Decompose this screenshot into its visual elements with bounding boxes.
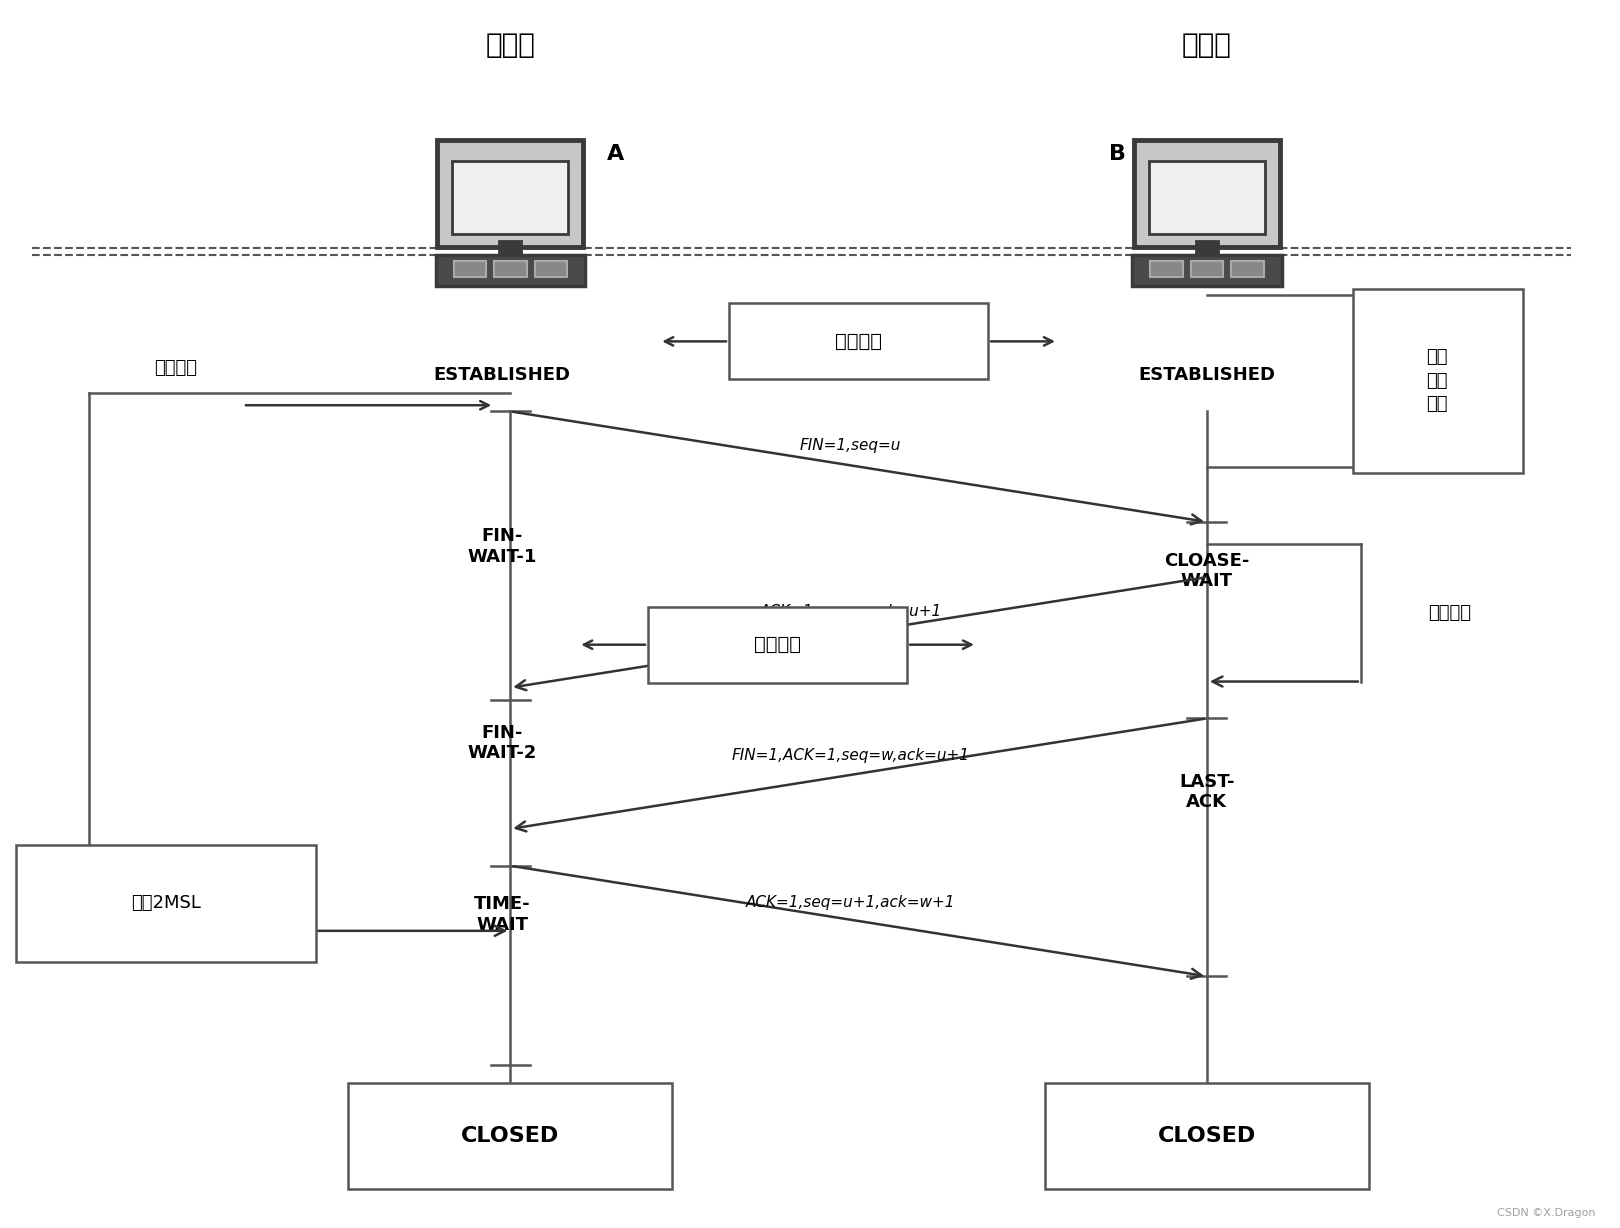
Text: 数据传送: 数据传送 bbox=[834, 332, 883, 351]
FancyBboxPatch shape bbox=[1231, 260, 1264, 276]
FancyBboxPatch shape bbox=[1353, 289, 1523, 473]
Text: LAST-
ACK: LAST- ACK bbox=[1179, 772, 1234, 812]
FancyBboxPatch shape bbox=[1191, 260, 1223, 276]
FancyBboxPatch shape bbox=[535, 260, 567, 276]
FancyBboxPatch shape bbox=[1134, 140, 1280, 247]
Text: 服务端: 服务端 bbox=[1183, 32, 1231, 59]
Text: CLOSED: CLOSED bbox=[462, 1126, 559, 1146]
Text: FIN-
WAIT-1: FIN- WAIT-1 bbox=[468, 527, 536, 566]
FancyBboxPatch shape bbox=[1196, 241, 1218, 259]
Text: 通知
应用
进程: 通知 应用 进程 bbox=[1426, 348, 1448, 414]
FancyBboxPatch shape bbox=[1150, 260, 1183, 276]
FancyBboxPatch shape bbox=[729, 303, 988, 379]
Text: FIN=1,seq=u: FIN=1,seq=u bbox=[800, 438, 901, 453]
FancyBboxPatch shape bbox=[1045, 1083, 1369, 1189]
Text: FIN=1,ACK=1,seq=w,ack=u+1: FIN=1,ACK=1,seq=w,ack=u+1 bbox=[732, 748, 969, 763]
Text: TIME-
WAIT: TIME- WAIT bbox=[475, 895, 530, 935]
Text: B: B bbox=[1110, 144, 1126, 163]
Text: 主动关闭: 主动关闭 bbox=[154, 360, 198, 377]
FancyBboxPatch shape bbox=[454, 260, 486, 276]
FancyBboxPatch shape bbox=[348, 1083, 672, 1189]
FancyBboxPatch shape bbox=[1149, 161, 1265, 233]
Text: 数据传送: 数据传送 bbox=[753, 635, 802, 655]
Text: CLOSED: CLOSED bbox=[1158, 1126, 1256, 1146]
Text: A: A bbox=[608, 144, 624, 163]
FancyBboxPatch shape bbox=[1132, 254, 1281, 286]
Text: ACK=1,seq=u+1,ack=w+1: ACK=1,seq=u+1,ack=w+1 bbox=[745, 895, 956, 910]
FancyBboxPatch shape bbox=[452, 161, 569, 233]
FancyBboxPatch shape bbox=[436, 254, 585, 286]
Text: CSDN ©X.Dragon: CSDN ©X.Dragon bbox=[1497, 1208, 1596, 1218]
FancyBboxPatch shape bbox=[16, 845, 316, 962]
FancyBboxPatch shape bbox=[437, 140, 583, 247]
FancyBboxPatch shape bbox=[648, 607, 907, 683]
Text: 被动关闭: 被动关闭 bbox=[1429, 604, 1471, 621]
FancyBboxPatch shape bbox=[499, 241, 522, 259]
Text: CLOASE-
WAIT: CLOASE- WAIT bbox=[1165, 551, 1249, 591]
Text: ACK=1,seq=v,ack=u+1: ACK=1,seq=v,ack=u+1 bbox=[760, 604, 941, 619]
Text: ESTABLISHED: ESTABLISHED bbox=[434, 366, 570, 383]
Text: 等待2MSL: 等待2MSL bbox=[131, 894, 201, 912]
Text: ESTABLISHED: ESTABLISHED bbox=[1139, 366, 1275, 383]
Text: FIN-
WAIT-2: FIN- WAIT-2 bbox=[468, 723, 536, 763]
Text: 客户端: 客户端 bbox=[486, 32, 535, 59]
FancyBboxPatch shape bbox=[494, 260, 526, 276]
